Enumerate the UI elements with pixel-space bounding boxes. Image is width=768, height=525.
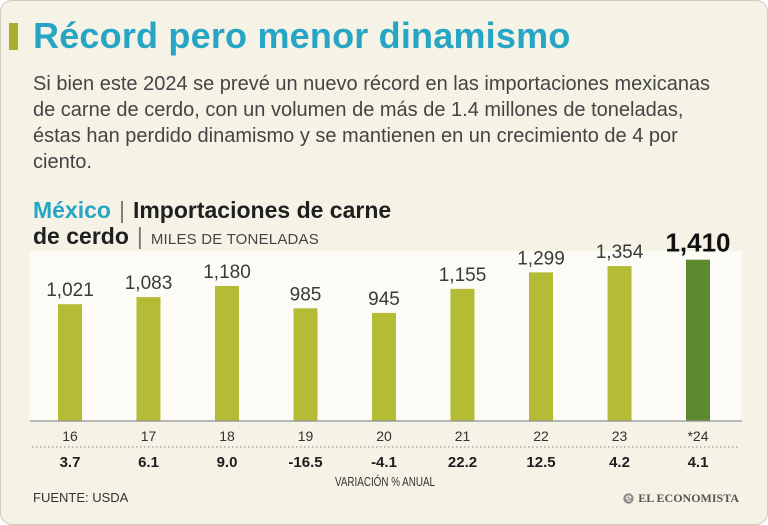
logo-text: EL ECONOMISTA [638, 491, 739, 505]
variation-value-23: 4.2 [609, 454, 630, 471]
intro-line-3: éstas han perdido dinamismo y se mantien… [33, 125, 678, 147]
variation-value-21: 22.2 [448, 454, 477, 471]
bar-22 [529, 272, 553, 421]
variation-value-18: 9.0 [217, 454, 238, 471]
category-label-23: 23 [612, 428, 628, 444]
variation-value-20: -4.1 [371, 454, 397, 471]
chart-header-line-2: de cerdo | MILES DE TONELADAS [33, 223, 391, 253]
bar-20 [372, 312, 396, 421]
bar-19 [293, 308, 318, 421]
chart-title-line-1: Importaciones de carne [132, 197, 392, 223]
el-economista-logo: EL ECONOMISTA [623, 490, 739, 506]
logo-globe-icon [623, 492, 634, 504]
value-label-20: 945 [368, 289, 400, 310]
value-label-16: 1,021 [46, 280, 94, 301]
chart-header-line-1: México | Importaciones de carne [33, 197, 391, 223]
intro-paragraph: Si bien este 2024 se prevé un nuevo réco… [33, 71, 710, 175]
category-label-24: *24 [687, 428, 708, 444]
value-label-21: 1,155 [439, 265, 487, 286]
category-label-16: 16 [62, 428, 78, 444]
variation-row: 3.7 6.1 9.0 -16.5 -4.1 22.2 12.5 4.2 4.1 [60, 454, 709, 471]
unit-separator: | [136, 223, 143, 249]
source-note: FUENTE: USDA [33, 490, 129, 505]
imports-bar-chart: 1,021 1,083 1,180 985 945 1,155 1,299 1,354 1,41… [30, 228, 742, 489]
chart-title-line-2: de cerdo [33, 223, 129, 249]
bar-24 [686, 259, 710, 421]
category-label-17: 17 [141, 428, 157, 444]
chart-country: México [33, 197, 111, 223]
variation-value-22: 12.5 [526, 454, 555, 471]
header-separator: | [118, 197, 125, 223]
bar-21 [450, 288, 475, 421]
category-label-20: 20 [376, 428, 392, 444]
bar-series [58, 259, 710, 421]
category-label-22: 22 [533, 428, 549, 444]
category-label-21: 21 [455, 428, 471, 444]
variation-axis-label: VARIACIÓN % ANUAL [335, 474, 435, 489]
value-label-18: 1,180 [203, 262, 251, 283]
value-label-17: 1,083 [125, 273, 173, 294]
variation-value-17: 6.1 [138, 454, 159, 471]
value-label-23: 1,354 [596, 242, 644, 263]
category-axis: 16 17 18 19 20 21 22 23 *24 [62, 428, 709, 444]
intro-line-1: Si bien este 2024 se prevé un nuevo réco… [33, 73, 711, 95]
chart-unit: MILES DE TONELADAS [150, 231, 319, 248]
variation-value-19: -16.5 [288, 454, 322, 471]
page-title: Récord pero menor dinamismo [33, 15, 571, 56]
intro-line-2: de carne de cerdo, con un volumen de más… [33, 99, 684, 121]
category-label-18: 18 [219, 428, 235, 444]
value-label-22: 1,299 [517, 248, 565, 269]
title-accent-bar [9, 23, 18, 50]
chart-header: México | Importaciones de carne de cerdo | M… [33, 197, 391, 253]
variation-value-24: 4.1 [688, 454, 709, 471]
bar-18 [215, 286, 239, 421]
bar-17 [136, 297, 161, 421]
value-labels: 1,021 1,083 1,180 985 945 1,155 1,299 1,354 1,41… [46, 228, 730, 310]
intro-line-4: ciento. [33, 151, 92, 173]
value-label-19: 985 [290, 284, 322, 305]
variation-value-16: 3.7 [60, 454, 81, 471]
bar-23 [607, 266, 632, 421]
value-label-24: 1,410 [665, 228, 730, 258]
bar-16 [58, 304, 82, 421]
category-label-19: 19 [298, 428, 314, 444]
